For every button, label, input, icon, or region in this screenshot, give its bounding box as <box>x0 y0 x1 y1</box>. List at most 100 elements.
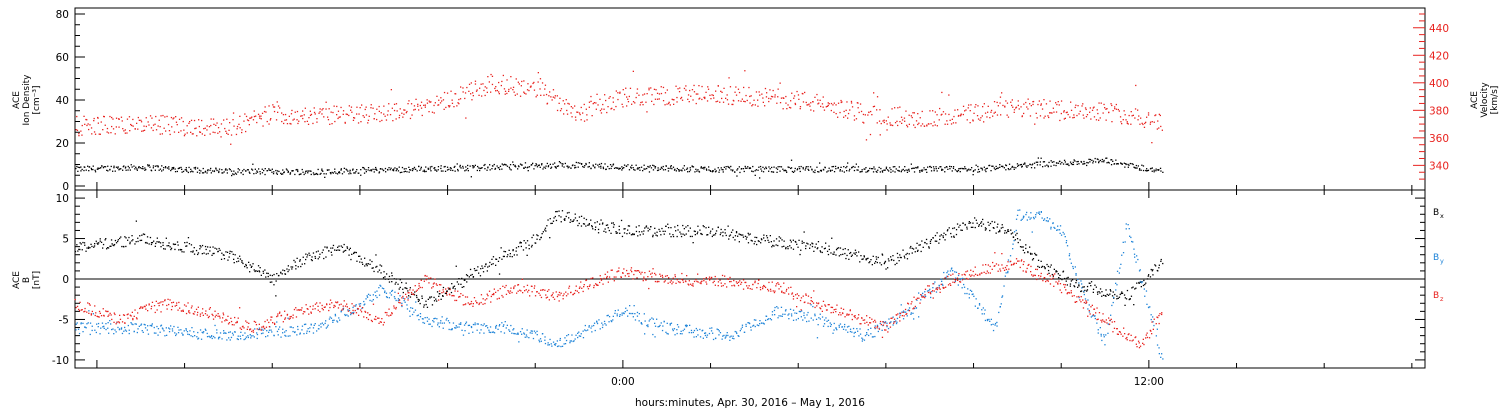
Bz-series-point <box>329 304 330 305</box>
velocity-series-point <box>1042 108 1043 109</box>
By-series-point <box>81 322 82 323</box>
velocity-series-point <box>388 110 389 111</box>
density-series-point <box>396 170 397 171</box>
Bz-series-point <box>209 316 210 317</box>
density-series-point <box>363 167 364 168</box>
density-series-point <box>84 167 85 168</box>
Bx-series-point <box>1158 267 1159 268</box>
density-series-point <box>462 166 463 167</box>
density-series-point <box>248 169 249 170</box>
By-series-point <box>753 325 754 326</box>
density-series-point <box>282 173 283 174</box>
Bz-series-point <box>224 320 225 321</box>
By-series-point <box>727 335 728 336</box>
By-series-point <box>1110 315 1111 316</box>
By-series-point <box>808 321 809 322</box>
Bz-series-point <box>306 304 307 305</box>
velocity-series-point <box>945 113 946 114</box>
density-series-point <box>893 166 894 167</box>
velocity-series-point <box>226 133 227 134</box>
Bx-series-point <box>1132 287 1133 288</box>
Bx-series-point <box>584 218 585 219</box>
density-series-point <box>655 166 656 167</box>
density-series-point <box>934 170 935 171</box>
Bz-series-point <box>134 316 135 317</box>
density-series-point <box>916 167 917 168</box>
velocity-series-point <box>521 81 522 82</box>
By-series-point <box>768 318 769 319</box>
density-series-point <box>470 166 471 167</box>
density-series-point <box>914 171 915 172</box>
By-series-point <box>1135 262 1136 263</box>
By-series-point <box>853 328 854 329</box>
velocity-series-point <box>964 110 965 111</box>
Bz-series-point <box>300 309 301 310</box>
Bz-series-point <box>322 308 323 309</box>
Bx-series-point <box>684 235 685 236</box>
Bx-series-point <box>110 246 111 247</box>
Bx-series-point <box>999 230 1000 231</box>
velocity-series-point <box>762 97 763 98</box>
Bz-series-point <box>399 300 400 301</box>
By-series-point <box>1101 340 1102 341</box>
velocity-series-point <box>844 111 845 112</box>
velocity-series-point <box>302 118 303 119</box>
velocity-series-point <box>622 104 623 105</box>
density-series-point <box>1088 159 1089 160</box>
By-series-point <box>755 326 756 327</box>
Bz-series-point <box>347 306 348 307</box>
velocity-series-point <box>735 86 736 87</box>
Bx-series-point <box>858 251 859 252</box>
Bx-series-point <box>268 273 269 274</box>
By-series-point <box>193 331 194 332</box>
Bx-series-point <box>439 293 440 294</box>
velocity-series-point <box>1043 99 1044 100</box>
density-series-point <box>871 168 872 169</box>
By-series-point <box>804 317 805 318</box>
By-series-point <box>391 294 392 295</box>
Bz-series-point <box>210 307 211 308</box>
By-series-point <box>187 331 188 332</box>
Bx-series-point <box>810 244 811 245</box>
velocity-series-point <box>221 123 222 124</box>
velocity-series-point <box>310 111 311 112</box>
By-series-point <box>145 324 146 325</box>
velocity-series-point <box>994 101 995 102</box>
density-series-point <box>926 169 927 170</box>
By-series-point <box>1031 217 1032 218</box>
density-series-point <box>1154 171 1155 172</box>
Bx-series-point <box>127 240 128 241</box>
Bx-series-point <box>386 273 387 274</box>
By-series-point <box>379 295 380 296</box>
density-series-point <box>1040 164 1041 165</box>
Bx-series-point <box>1159 265 1160 266</box>
Bz-series-point <box>159 305 160 306</box>
velocity-series-point <box>503 75 504 76</box>
Bx-series-point <box>966 227 967 228</box>
velocity-series-point <box>793 98 794 99</box>
velocity-series-point <box>589 107 590 108</box>
Bx-series-point <box>550 223 551 224</box>
By-series-point <box>1007 272 1008 273</box>
velocity-series-point <box>86 125 87 126</box>
Bx-series-point <box>156 241 157 242</box>
density-series-point <box>764 168 765 169</box>
density-series-point <box>186 171 187 172</box>
density-series-point <box>967 169 968 170</box>
density-series-point <box>583 167 584 168</box>
velocity-series-point <box>822 103 823 104</box>
By-series-point <box>521 334 522 335</box>
density-series-point <box>882 171 883 172</box>
density-series-point <box>821 170 822 171</box>
By-series-point <box>279 326 280 327</box>
Bx-series-point <box>275 295 276 296</box>
velocity-series-point <box>449 105 450 106</box>
density-series-point <box>537 166 538 167</box>
Bx-series-point <box>882 254 883 255</box>
Bx-series-point <box>820 250 821 251</box>
By-series-point <box>991 324 992 325</box>
Bx-series-point <box>761 239 762 240</box>
density-series-point <box>692 165 693 166</box>
velocity-series-point <box>841 101 842 102</box>
density-series-point <box>324 177 325 178</box>
